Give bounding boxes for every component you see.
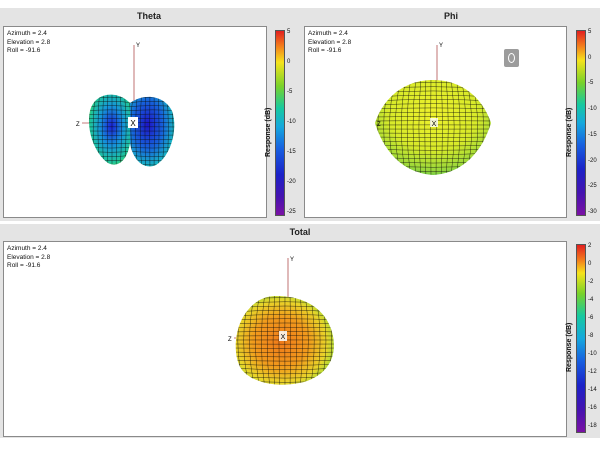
phi-tick: -25 — [588, 183, 597, 190]
rotate-icon[interactable] — [504, 49, 519, 67]
theta-tick: -10 — [287, 119, 296, 125]
total-tick: 0 — [588, 261, 592, 267]
total-y-axis-label: Y — [290, 257, 294, 263]
theta-roll: Roll = -91.6 — [7, 47, 41, 54]
total-origin-marker — [279, 331, 287, 341]
phi-tick: -15 — [588, 131, 597, 138]
theta-plot-area[interactable]: X Y Z Azimuth = 2.4 Elevation = 2.8 Roll… — [3, 26, 267, 218]
total-tick: -8 — [588, 333, 594, 339]
theta-3d-pattern: X Y Z — [76, 43, 175, 167]
total-view-info: Azimuth = 2.4 Elevation = 2.8 Roll = -91… — [7, 245, 50, 271]
theta-tick: -25 — [287, 209, 296, 215]
theta-elevation: Elevation = 2.8 — [7, 38, 51, 46]
theta-origin-marker — [128, 117, 138, 128]
theta-azimuth: Azimuth = 2.4 — [7, 30, 47, 37]
total-tick: -12 — [588, 369, 597, 375]
phi-tick: 5 — [588, 29, 592, 35]
phi-lobe — [375, 80, 491, 175]
phi-x-axis-label: X — [432, 121, 437, 128]
theta-tick: -5 — [287, 88, 293, 95]
total-tick: -16 — [588, 405, 597, 411]
theta-colorbar-label: Response (dB) — [265, 107, 272, 157]
phi-tick: -20 — [588, 157, 597, 164]
phi-tick: -5 — [588, 80, 594, 87]
total-x-axis-label: X — [281, 334, 286, 341]
phi-z-axis-label: Z — [377, 122, 381, 128]
total-tick: -18 — [588, 423, 597, 429]
phi-roll: Roll = -91.6 — [308, 47, 342, 54]
total-tick: -2 — [588, 279, 594, 285]
phi-origin-marker — [430, 118, 438, 127]
theta-y-axis-label: Y — [136, 43, 140, 49]
phi-elevation: Elevation = 2.8 — [308, 38, 352, 46]
phi-tick: -30 — [588, 209, 597, 215]
phi-view-info: Azimuth = 2.4 Elevation = 2.8 Roll = -91… — [308, 30, 351, 56]
phi-panel-title: Phi — [443, 11, 458, 21]
total-3d-pattern: X Y Z — [228, 257, 334, 385]
phi-azimuth: Azimuth = 2.4 — [308, 30, 348, 37]
theta-lobe-left — [88, 94, 130, 165]
phi-y-axis-label: Y — [439, 43, 443, 49]
phi-colorbar-label: Response (dB) — [566, 107, 573, 157]
theta-tick: 0 — [287, 58, 291, 65]
total-panel-title: Total — [289, 227, 311, 237]
total-tick: -4 — [588, 297, 594, 303]
theta-tick: -15 — [287, 148, 296, 155]
total-tick: -14 — [588, 387, 597, 393]
total-elevation: Elevation = 2.8 — [7, 253, 51, 261]
phi-plot-area[interactable]: X Y Z Azimuth = 2.4 Elevation = 2.8 Roll… — [304, 26, 567, 218]
total-z-axis-label: Z — [228, 337, 232, 343]
theta-x-axis-label: X — [130, 119, 136, 128]
phi-colorbar-ticks: 5 0 -5 -10 -15 -20 -25 -30 — [588, 29, 600, 215]
total-roll: Roll = -91.6 — [7, 262, 41, 269]
total-tick: -10 — [588, 351, 597, 357]
theta-panel-title: Theta — [136, 11, 161, 21]
total-tick: 2 — [588, 243, 592, 249]
total-colorbar-label: Response (dB) — [566, 322, 573, 372]
theta-z-axis-label: Z — [76, 122, 80, 128]
phi-colorbar — [576, 30, 586, 216]
theta-colorbar-ticks: 5 0 -5 -10 -15 -20 -25 — [287, 29, 301, 215]
theta-tick: 5 — [287, 29, 291, 35]
total-tick: -6 — [588, 315, 594, 321]
theta-colorbar — [275, 30, 285, 216]
theta-view-info: Azimuth = 2.4 Elevation = 2.8 Roll = -91… — [7, 30, 50, 56]
phi-tick: 0 — [588, 54, 592, 61]
total-colorbar — [576, 244, 586, 433]
phi-tick: -10 — [588, 106, 597, 113]
phi-3d-pattern: X Y Z — [375, 43, 491, 175]
total-azimuth: Azimuth = 2.4 — [7, 245, 47, 252]
theta-tick: -20 — [287, 178, 296, 185]
total-plot-area[interactable]: X Y Z Azimuth = 2.4 Elevation = 2.8 Roll… — [3, 241, 567, 437]
total-colorbar-ticks: 2 0 -2 -4 -6 -8 -10 -12 -14 -16 -18 — [588, 243, 600, 429]
